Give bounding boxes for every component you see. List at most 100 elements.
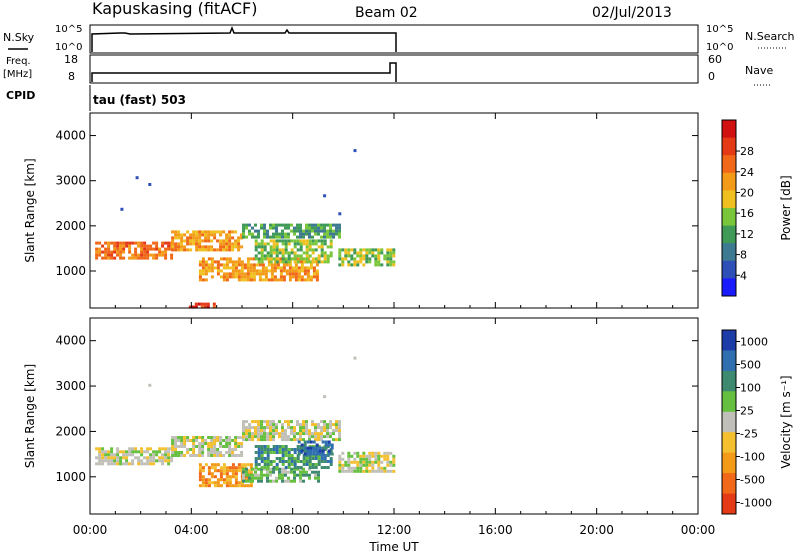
power-cell: [311, 235, 314, 239]
power-cell: [338, 263, 342, 267]
velocity-cell: [207, 454, 211, 457]
power-cell: [392, 251, 396, 255]
power-cell: [149, 253, 153, 257]
velocity-cell: [222, 478, 226, 482]
power-cell: [338, 223, 341, 227]
velocity-cell: [216, 454, 220, 457]
power-colorbar-tick-label: 8: [740, 249, 747, 262]
velocity-cell: [296, 432, 299, 436]
power-colorbar-segment: [722, 172, 736, 191]
velocity-cell: [341, 463, 345, 467]
velocity-cell: [392, 469, 396, 473]
power-cell: [308, 223, 311, 227]
velocity-cell: [326, 460, 330, 463]
power-cell: [201, 260, 205, 264]
power-cell: [198, 278, 202, 282]
power-cell: [119, 256, 123, 260]
velocity-cell: [332, 438, 335, 442]
power-cell: [237, 263, 241, 267]
power-cell: [261, 269, 265, 273]
velocity-cell: [237, 484, 241, 488]
power-cell: [240, 275, 244, 279]
power-cell: [237, 272, 241, 276]
power-cell: [231, 248, 235, 252]
velocity-cell: [266, 423, 269, 427]
velocity-cell: [260, 429, 263, 433]
velocity-cell: [198, 478, 202, 482]
power-cell: [188, 305, 192, 309]
velocity-cell: [257, 473, 260, 477]
velocity-cell: [365, 460, 369, 464]
velocity-cell: [263, 457, 267, 460]
power-cell: [242, 226, 245, 230]
velocity-cell: [269, 438, 272, 442]
velocity-cell: [284, 466, 288, 469]
velocity-cell: [137, 450, 141, 454]
power-cell: [267, 278, 271, 282]
velocity-cell: [143, 462, 147, 466]
power-colorbar-segment: [722, 208, 736, 227]
velocity-cell: [249, 463, 253, 467]
velocity-cell: [302, 432, 305, 436]
velocity-cell: [377, 463, 381, 467]
velocity-cell: [180, 454, 184, 457]
velocity-cell: [293, 460, 297, 463]
power-cell: [300, 263, 304, 267]
velocity-cell: [260, 423, 263, 427]
velocity-cell: [177, 439, 181, 442]
power-cell: [329, 229, 332, 233]
velocity-cell: [266, 479, 269, 483]
velocity-cell: [161, 447, 165, 451]
velocity-cell: [299, 426, 302, 430]
power-cell: [308, 239, 312, 243]
velocity-cell: [257, 426, 260, 430]
velocity-cell: [321, 449, 325, 453]
power-cell: [198, 239, 202, 243]
power-cell: [368, 248, 372, 252]
power-cell: [107, 253, 111, 257]
power-cell: [204, 248, 208, 252]
velocity-cell: [284, 473, 287, 477]
power-cell: [243, 278, 247, 282]
power-cell: [191, 305, 195, 309]
velocity-cell: [257, 457, 261, 460]
power-cell: [299, 239, 303, 243]
power-cell: [326, 232, 329, 236]
velocity-cell: [210, 475, 214, 479]
power-cell: [315, 260, 319, 264]
power-cell: [332, 235, 335, 239]
velocity-cell: [374, 460, 378, 464]
power-cell: [155, 244, 159, 248]
velocity-cell: [320, 432, 323, 436]
power-cell: [192, 230, 196, 234]
power-cell: [222, 242, 226, 246]
power-cell: [257, 235, 260, 239]
power-cell: [210, 248, 214, 252]
velocity-cell: [249, 484, 253, 488]
power-cell: [198, 260, 202, 264]
velocity-cell: [329, 460, 333, 463]
velocity-cell: [302, 423, 305, 427]
power-cell: [300, 266, 304, 270]
velocity-cell: [180, 436, 184, 439]
velocity-cell: [314, 426, 317, 430]
velocity-cell: [210, 445, 214, 448]
power-cell: [249, 257, 253, 261]
velocity-cell: [266, 470, 269, 474]
power-cell: [296, 248, 300, 252]
velocity-cell: [284, 479, 287, 483]
velocity-cell: [386, 460, 390, 464]
velocity-cell: [272, 445, 276, 448]
velocity-cell: [305, 420, 308, 424]
velocity-cell: [365, 463, 369, 467]
power-cell: [198, 272, 202, 276]
velocity-cell: [137, 459, 141, 463]
velocity-cell: [164, 453, 168, 457]
power-cell: [291, 266, 295, 270]
power-cell: [243, 266, 247, 270]
power-cell: [350, 257, 354, 261]
velocity-cell: [278, 467, 281, 471]
velocity-cell: [201, 469, 205, 473]
velocity-cell: [213, 454, 217, 457]
velocity-frame: [89, 317, 699, 515]
